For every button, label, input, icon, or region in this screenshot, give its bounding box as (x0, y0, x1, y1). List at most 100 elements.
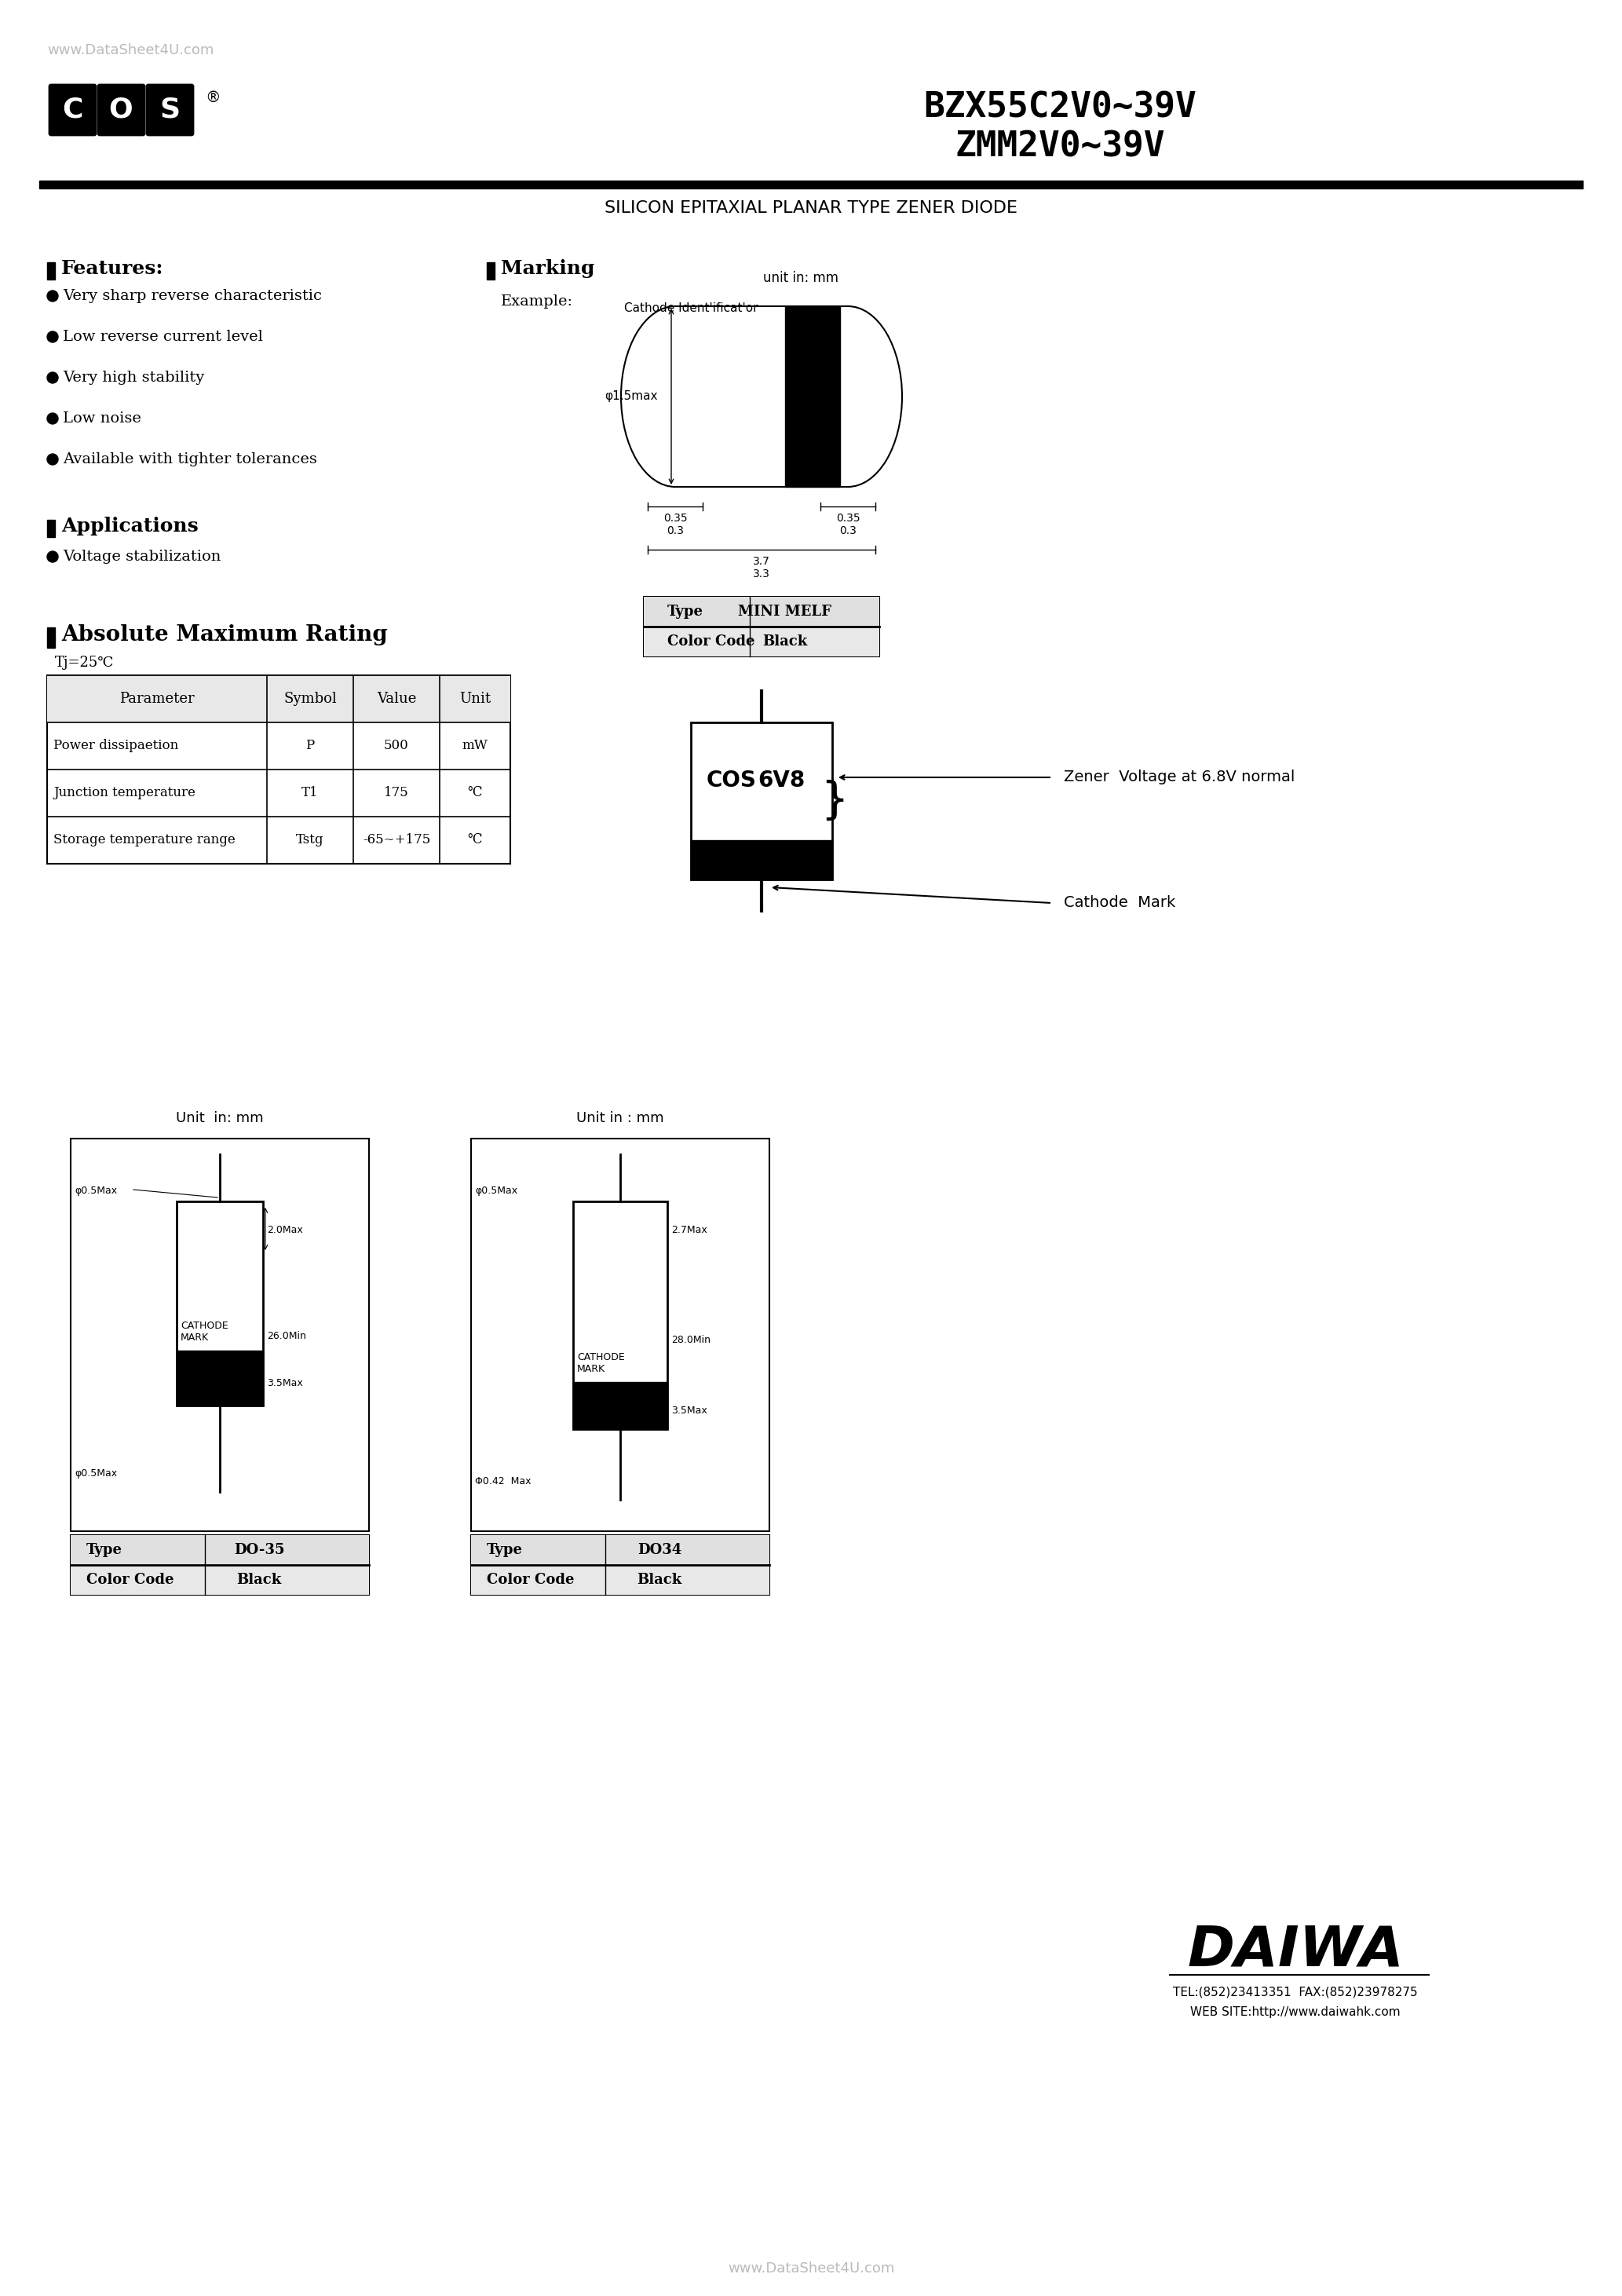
Text: Cathode Ident'ificat'or: Cathode Ident'ificat'or (624, 303, 757, 315)
Bar (573, 1201, 667, 1428)
Bar (785, 305, 840, 487)
Text: -65~+175: -65~+175 (363, 833, 430, 847)
Text: Black: Black (762, 634, 808, 647)
Circle shape (47, 292, 58, 301)
Circle shape (47, 551, 58, 563)
Text: φ0.5Max: φ0.5Max (75, 1185, 117, 1196)
Text: Parameter: Parameter (120, 691, 195, 705)
Text: 0.35
0.3: 0.35 0.3 (835, 512, 860, 537)
Text: Applications: Applications (62, 517, 198, 535)
Text: Power dissipaetion: Power dissipaetion (54, 739, 178, 753)
Text: Zener  Voltage at 6.8V normal: Zener Voltage at 6.8V normal (1064, 769, 1294, 785)
Text: Very high stability: Very high stability (63, 370, 204, 386)
Text: DO-35: DO-35 (234, 1543, 284, 1557)
Text: 3.5Max: 3.5Max (672, 1405, 707, 1417)
Bar (470, 1566, 769, 1596)
Text: T1: T1 (302, 788, 318, 799)
Text: WEB SITE:http://www.daiwahk.com: WEB SITE:http://www.daiwahk.com (1191, 2007, 1400, 2018)
Bar (470, 1139, 769, 1531)
Text: Features:: Features: (62, 259, 164, 278)
Text: Color Code: Color Code (667, 634, 754, 647)
Text: φ0.5Max: φ0.5Max (75, 1469, 117, 1479)
Circle shape (47, 413, 58, 425)
Bar (47, 262, 55, 280)
Text: Cathode  Mark: Cathode Mark (1064, 895, 1176, 909)
Text: 6V8: 6V8 (757, 769, 805, 792)
Text: CATHODE
MARK: CATHODE MARK (577, 1352, 624, 1373)
Text: SILICON EPITAXIAL PLANAR TYPE ZENER DIODE: SILICON EPITAXIAL PLANAR TYPE ZENER DIOD… (605, 200, 1017, 216)
Text: ZMM2V0~39V: ZMM2V0~39V (955, 129, 1165, 163)
Text: 0.35
0.3: 0.35 0.3 (663, 512, 688, 537)
Text: 28.0Min: 28.0Min (672, 1334, 710, 1345)
Text: Low reverse current level: Low reverse current level (63, 331, 263, 344)
Circle shape (47, 455, 58, 464)
Bar (644, 597, 879, 657)
Text: DO34: DO34 (637, 1543, 681, 1557)
Bar (39, 181, 1583, 188)
Text: TEL:(852)23413351  FAX:(852)23978275: TEL:(852)23413351 FAX:(852)23978275 (1173, 1986, 1418, 1998)
Text: ®: ® (204, 90, 221, 106)
Text: 3.5Max: 3.5Max (268, 1378, 303, 1389)
Bar (47, 675, 511, 863)
Bar (470, 1536, 769, 1596)
Bar (47, 675, 511, 723)
FancyBboxPatch shape (148, 85, 193, 135)
Text: mW: mW (462, 739, 488, 753)
Text: Tj=25℃: Tj=25℃ (55, 657, 114, 670)
Text: φ1.5max: φ1.5max (605, 390, 657, 402)
Text: Low noise: Low noise (63, 411, 141, 425)
Bar (71, 1566, 368, 1596)
Text: Type: Type (86, 1543, 123, 1557)
Text: Unit  in: mm: Unit in: mm (177, 1111, 264, 1125)
Text: Black: Black (237, 1573, 282, 1587)
Text: P: P (305, 739, 315, 753)
FancyBboxPatch shape (99, 85, 144, 135)
Text: Black: Black (637, 1573, 681, 1587)
Bar (71, 1536, 368, 1566)
Text: Tstg: Tstg (297, 833, 324, 847)
Text: S: S (159, 96, 180, 124)
Text: }: } (821, 781, 848, 822)
Bar (691, 723, 832, 879)
Text: unit in: mm: unit in: mm (762, 271, 839, 285)
Bar (71, 1536, 368, 1596)
Text: www.DataSheet4U.com: www.DataSheet4U.com (47, 44, 214, 57)
Bar (691, 840, 832, 879)
Text: Marking: Marking (501, 259, 595, 278)
Text: C: C (62, 96, 83, 124)
Bar (573, 1382, 667, 1428)
Text: 175: 175 (384, 788, 409, 799)
Text: COS: COS (707, 769, 757, 792)
Text: Color Code: Color Code (86, 1573, 174, 1587)
Bar (644, 597, 879, 627)
Circle shape (47, 372, 58, 383)
Text: CATHODE
MARK: CATHODE MARK (180, 1320, 229, 1343)
Text: Unit in : mm: Unit in : mm (576, 1111, 663, 1125)
Text: ℃: ℃ (467, 833, 482, 847)
Text: Junction temperature: Junction temperature (54, 788, 195, 799)
Text: Symbol: Symbol (284, 691, 337, 705)
Text: Value: Value (376, 691, 417, 705)
FancyBboxPatch shape (49, 85, 96, 135)
Text: Storage temperature range: Storage temperature range (54, 833, 235, 847)
Bar (177, 1201, 263, 1405)
Text: www.DataSheet4U.com: www.DataSheet4U.com (728, 2262, 894, 2275)
Text: O: O (109, 96, 133, 124)
Text: MINI MELF: MINI MELF (738, 604, 832, 618)
Text: Voltage stabilization: Voltage stabilization (63, 549, 221, 565)
Circle shape (47, 331, 58, 342)
Bar (47, 519, 55, 537)
Text: Type: Type (667, 604, 704, 618)
Text: Absolute Maximum Rating: Absolute Maximum Rating (62, 625, 388, 645)
Text: φ0.5Max: φ0.5Max (475, 1185, 517, 1196)
Text: 2.0Max: 2.0Max (268, 1226, 303, 1235)
Text: 2.7Max: 2.7Max (672, 1226, 707, 1235)
Text: DAIWA: DAIWA (1187, 1924, 1403, 1977)
Text: Φ0.42  Max: Φ0.42 Max (475, 1476, 530, 1486)
Bar (644, 627, 879, 657)
Bar (487, 262, 495, 280)
Text: Color Code: Color Code (487, 1573, 574, 1587)
Text: 3.7
3.3: 3.7 3.3 (753, 556, 770, 579)
Text: Very sharp reverse characteristic: Very sharp reverse characteristic (63, 289, 321, 303)
Text: 500: 500 (384, 739, 409, 753)
